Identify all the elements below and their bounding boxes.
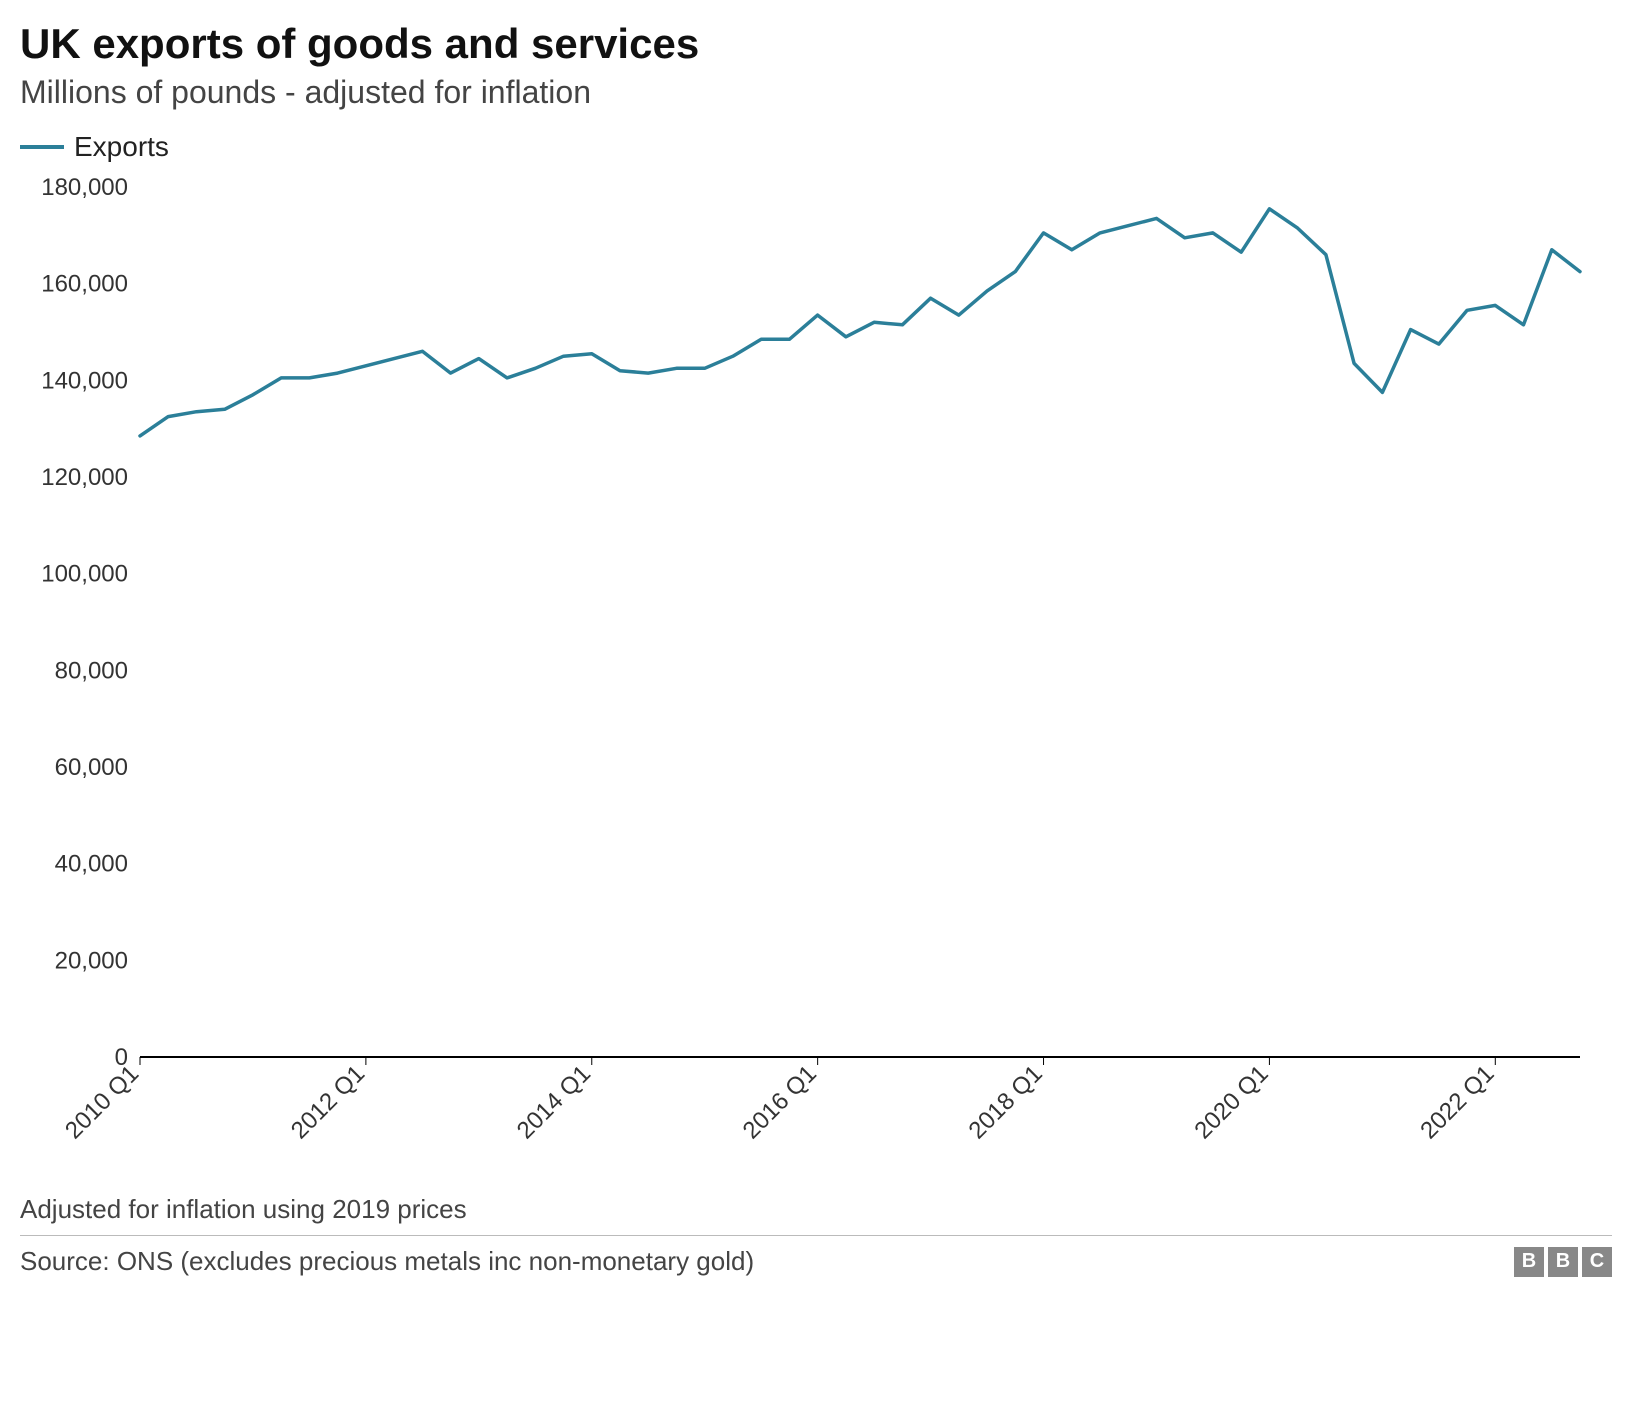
x-tick-group: 2018 Q1 [964,1060,1048,1144]
x-tick-group: 2010 Q1 [60,1060,144,1144]
x-tick-group: 2014 Q1 [512,1060,596,1144]
x-tick-group: 2020 Q1 [1189,1060,1273,1144]
bbc-logo-letter: C [1582,1247,1612,1277]
chart-title: UK exports of goods and services [20,20,1612,68]
legend: Exports [20,131,1612,163]
legend-swatch [20,145,64,149]
line-chart: 020,00040,00060,00080,000100,000120,0001… [20,177,1600,1177]
footnote: Adjusted for inflation using 2019 prices [20,1194,1612,1225]
x-tick-label: 2020 Q1 [1189,1060,1273,1144]
chart-subtitle: Millions of pounds - adjusted for inflat… [20,74,1612,111]
x-tick-label: 2018 Q1 [964,1060,1048,1144]
legend-label: Exports [74,131,169,163]
x-tick-label: 2012 Q1 [286,1060,370,1144]
source-text: Source: ONS (excludes precious metals in… [20,1246,754,1277]
x-tick-label: 2016 Q1 [738,1060,822,1144]
y-tick-label: 20,000 [55,947,128,974]
x-tick-label: 2022 Q1 [1415,1060,1499,1144]
series-line-exports [140,209,1580,436]
bbc-logo-letter: B [1514,1247,1544,1277]
y-tick-label: 80,000 [55,657,128,684]
y-tick-label: 140,000 [41,367,128,394]
source-row: Source: ONS (excludes precious metals in… [20,1235,1612,1277]
chart-container: 020,00040,00060,00080,000100,000120,0001… [20,177,1612,1182]
x-tick-label: 2014 Q1 [512,1060,596,1144]
y-tick-label: 160,000 [41,271,128,298]
x-tick-group: 2022 Q1 [1415,1060,1499,1144]
y-tick-label: 180,000 [41,177,128,201]
y-tick-label: 60,000 [55,754,128,781]
y-tick-label: 100,000 [41,561,128,588]
y-tick-label: 120,000 [41,464,128,491]
x-tick-label: 2010 Q1 [60,1060,144,1144]
x-tick-group: 2012 Q1 [286,1060,370,1144]
x-tick-group: 2016 Q1 [738,1060,822,1144]
bbc-logo-letter: B [1548,1247,1578,1277]
bbc-logo: B B C [1514,1247,1612,1277]
y-tick-label: 40,000 [55,851,128,878]
